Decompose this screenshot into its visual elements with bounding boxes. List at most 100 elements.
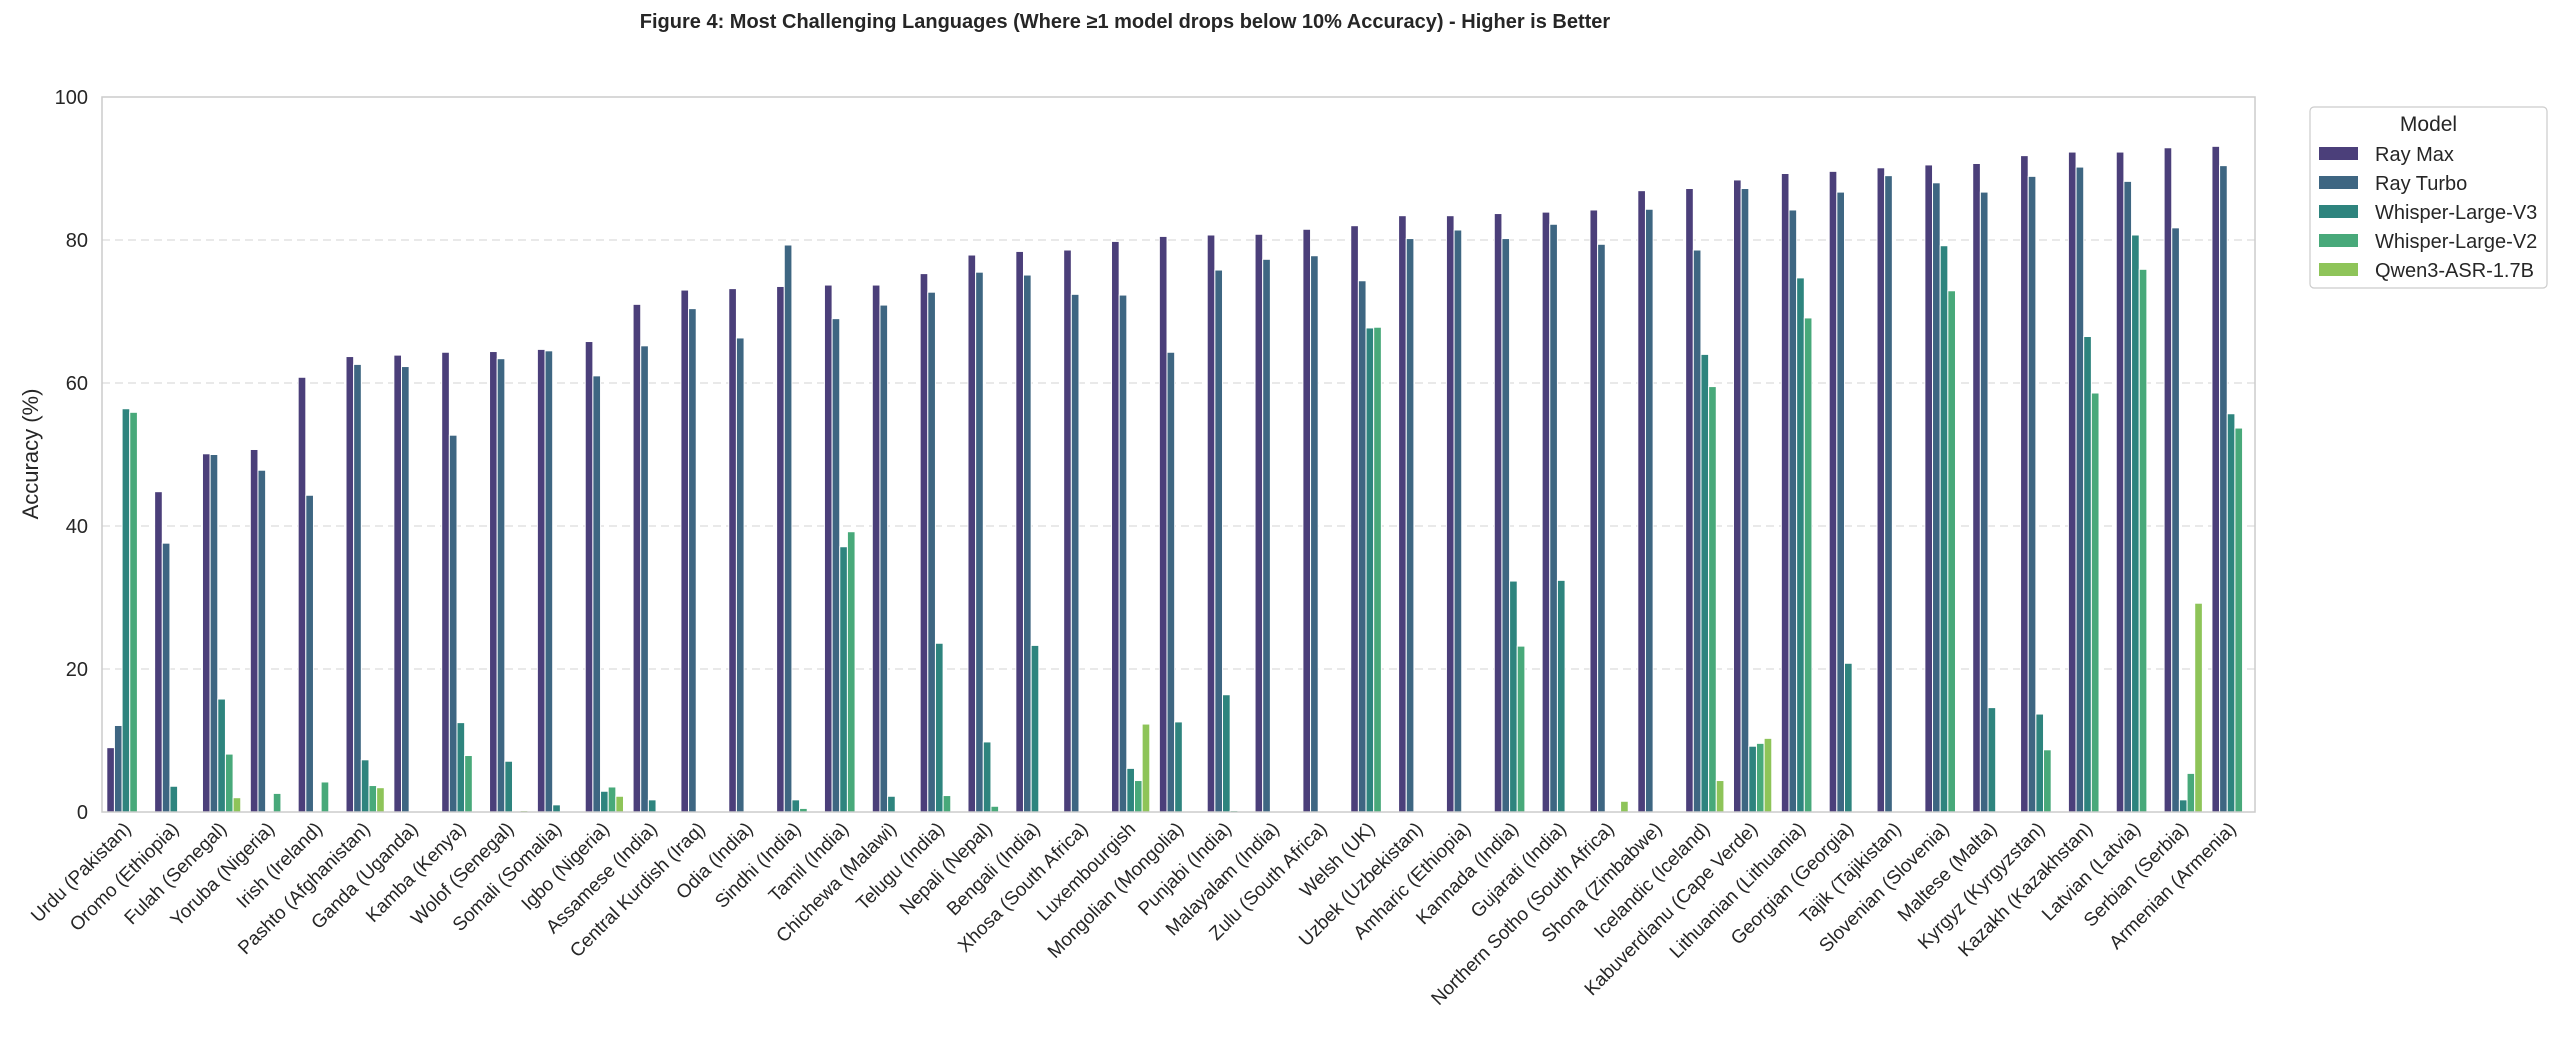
legend-swatch	[2319, 176, 2358, 189]
bar	[1070, 293, 1080, 813]
bar	[2035, 713, 2045, 813]
bar	[2211, 145, 2221, 813]
bar	[640, 345, 649, 813]
legend: Model Ray Max Ray Turbo Whisper-Large-V3 Wh…	[2309, 106, 2548, 289]
y-tick-label: 80	[66, 230, 88, 252]
bar	[680, 289, 690, 813]
bar	[990, 805, 1000, 813]
legend-swatch	[2319, 147, 2358, 160]
y-axis-title: Accuracy (%)	[18, 389, 43, 520]
bar	[1063, 249, 1072, 813]
bar	[688, 308, 697, 813]
bar	[1597, 243, 1606, 813]
bar	[224, 753, 234, 813]
plot-frame	[101, 96, 2256, 813]
bar	[1708, 386, 1717, 813]
bar	[600, 790, 609, 813]
bar	[1740, 188, 1750, 813]
bar	[345, 356, 355, 813]
legend-label: Qwen3-ASR-1.7B	[2375, 260, 2534, 282]
bar	[846, 531, 856, 813]
bar	[1302, 228, 1312, 813]
bar	[823, 284, 833, 813]
bar	[2027, 175, 2037, 813]
legend-label: Whisper-Large-V3	[2375, 202, 2537, 224]
bar	[2178, 799, 2188, 813]
bar	[1796, 277, 1805, 813]
legend-item: Ray Turbo	[2319, 173, 2467, 195]
bar	[1141, 723, 1151, 813]
bar	[1788, 209, 1798, 813]
bar	[728, 288, 737, 813]
bar	[1924, 164, 1934, 813]
legend-swatch	[2319, 234, 2358, 247]
bar	[1493, 213, 1503, 813]
bar	[1715, 780, 1725, 813]
bar	[1030, 644, 1040, 813]
bar	[297, 376, 307, 813]
bar	[887, 795, 896, 813]
legend-item: Whisper-Large-V2	[2319, 231, 2537, 253]
bar	[154, 491, 163, 813]
bar	[448, 434, 458, 813]
bar	[1310, 255, 1319, 813]
bar	[1222, 694, 1231, 813]
bar	[393, 354, 403, 813]
bar	[919, 273, 929, 813]
bar	[360, 759, 370, 813]
bar	[783, 244, 793, 813]
bar	[1445, 215, 1455, 813]
bar	[1398, 215, 1407, 813]
bar	[1549, 223, 1558, 813]
bar	[1620, 800, 1629, 813]
y-ticks: 0 20 40 60 80 100	[55, 87, 88, 824]
bar	[2043, 749, 2052, 813]
bar	[1755, 742, 1765, 813]
bar	[201, 453, 211, 813]
bar	[1126, 767, 1135, 813]
bar	[927, 291, 936, 813]
bar	[1158, 235, 1168, 813]
bar	[376, 787, 385, 813]
bar	[735, 337, 745, 813]
bar	[456, 722, 466, 813]
bar	[1556, 579, 1566, 813]
bar	[249, 448, 259, 813]
bar	[942, 795, 952, 813]
bar	[169, 785, 179, 813]
bar	[1133, 780, 1143, 813]
bar	[1350, 225, 1359, 813]
bar	[161, 542, 171, 813]
bar	[305, 494, 314, 813]
legend-items: Ray Max Ray Turbo Whisper-Large-V3 Whisper-…	[2319, 144, 2537, 282]
legend-label: Whisper-Large-V2	[2375, 231, 2537, 253]
bar	[1884, 175, 1893, 813]
bar	[2123, 180, 2133, 813]
bar	[607, 786, 617, 813]
bar	[1262, 258, 1271, 813]
bar	[791, 799, 801, 813]
y-tick-label: 0	[77, 802, 88, 824]
bar	[632, 303, 642, 813]
bar	[129, 411, 138, 813]
legend-swatch	[2319, 263, 2358, 276]
bar	[2186, 772, 2196, 813]
bar	[1979, 191, 1989, 813]
bar	[1803, 317, 1813, 813]
bar	[584, 341, 594, 813]
bars	[106, 145, 2244, 813]
bar	[320, 781, 330, 813]
bar	[1692, 249, 1702, 813]
bar	[2171, 227, 2180, 813]
bar	[1501, 238, 1511, 813]
bar	[871, 284, 881, 813]
bar	[1118, 294, 1128, 813]
bar	[2020, 155, 2029, 813]
bar	[1972, 162, 1981, 813]
bar	[217, 698, 226, 813]
bar	[2234, 427, 2244, 813]
bar	[975, 271, 984, 813]
bar	[831, 318, 841, 813]
bar	[1589, 209, 1599, 813]
